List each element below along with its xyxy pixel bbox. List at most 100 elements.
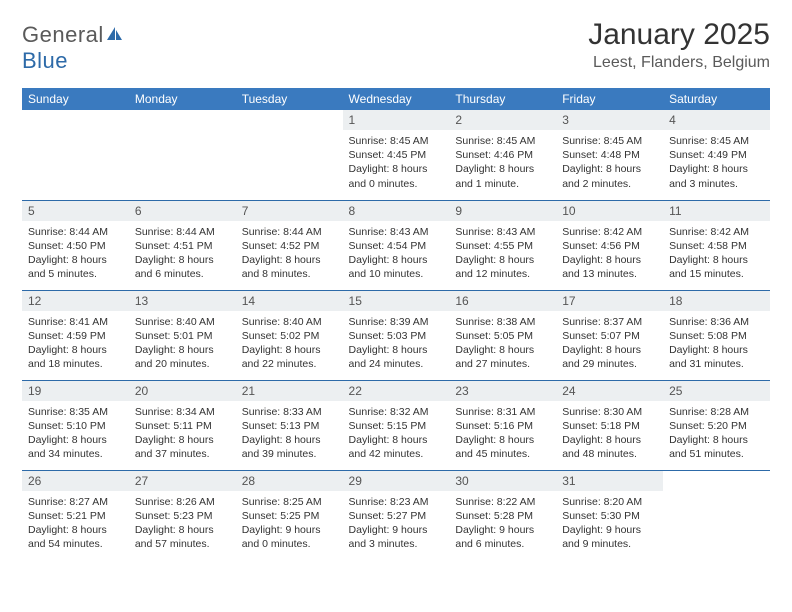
calendar-cell: 14Sunrise: 8:40 AMSunset: 5:02 PMDayligh…	[236, 290, 343, 380]
weekday-header: Wednesday	[343, 88, 450, 110]
calendar-table: SundayMondayTuesdayWednesdayThursdayFrid…	[22, 88, 770, 560]
weekday-header: Saturday	[663, 88, 770, 110]
calendar-cell: 17Sunrise: 8:37 AMSunset: 5:07 PMDayligh…	[556, 290, 663, 380]
logo-text-general: General	[22, 22, 104, 47]
day-content: Sunrise: 8:23 AMSunset: 5:27 PMDaylight:…	[343, 491, 450, 558]
day-content: Sunrise: 8:45 AMSunset: 4:48 PMDaylight:…	[556, 130, 663, 197]
calendar-cell: 20Sunrise: 8:34 AMSunset: 5:11 PMDayligh…	[129, 380, 236, 470]
calendar-cell-empty	[236, 110, 343, 200]
location: Leest, Flanders, Belgium	[588, 54, 770, 72]
month-title: January 2025	[588, 18, 770, 52]
day-content: Sunrise: 8:28 AMSunset: 5:20 PMDaylight:…	[663, 401, 770, 468]
day-number: 26	[22, 471, 129, 491]
header: GeneralBlue January 2025 Leest, Flanders…	[22, 18, 770, 74]
day-content: Sunrise: 8:39 AMSunset: 5:03 PMDaylight:…	[343, 311, 450, 378]
calendar-cell: 16Sunrise: 8:38 AMSunset: 5:05 PMDayligh…	[449, 290, 556, 380]
calendar-cell: 6Sunrise: 8:44 AMSunset: 4:51 PMDaylight…	[129, 200, 236, 290]
calendar-cell: 30Sunrise: 8:22 AMSunset: 5:28 PMDayligh…	[449, 470, 556, 560]
day-number: 14	[236, 291, 343, 311]
day-number: 15	[343, 291, 450, 311]
calendar-cell: 5Sunrise: 8:44 AMSunset: 4:50 PMDaylight…	[22, 200, 129, 290]
calendar-cell: 22Sunrise: 8:32 AMSunset: 5:15 PMDayligh…	[343, 380, 450, 470]
calendar-cell: 8Sunrise: 8:43 AMSunset: 4:54 PMDaylight…	[343, 200, 450, 290]
day-number: 3	[556, 110, 663, 130]
day-number: 28	[236, 471, 343, 491]
logo-text-blue: Blue	[22, 48, 68, 73]
calendar-cell: 15Sunrise: 8:39 AMSunset: 5:03 PMDayligh…	[343, 290, 450, 380]
day-content: Sunrise: 8:42 AMSunset: 4:56 PMDaylight:…	[556, 221, 663, 288]
day-number: 2	[449, 110, 556, 130]
calendar-cell: 4Sunrise: 8:45 AMSunset: 4:49 PMDaylight…	[663, 110, 770, 200]
title-block: January 2025 Leest, Flanders, Belgium	[588, 18, 770, 72]
day-content: Sunrise: 8:38 AMSunset: 5:05 PMDaylight:…	[449, 311, 556, 378]
day-number: 31	[556, 471, 663, 491]
day-number: 25	[663, 381, 770, 401]
calendar-cell: 3Sunrise: 8:45 AMSunset: 4:48 PMDaylight…	[556, 110, 663, 200]
calendar-row: 26Sunrise: 8:27 AMSunset: 5:21 PMDayligh…	[22, 470, 770, 560]
day-number: 13	[129, 291, 236, 311]
day-number: 12	[22, 291, 129, 311]
weekday-header: Monday	[129, 88, 236, 110]
day-number: 8	[343, 201, 450, 221]
weekday-header: Sunday	[22, 88, 129, 110]
day-number: 19	[22, 381, 129, 401]
calendar-row: 19Sunrise: 8:35 AMSunset: 5:10 PMDayligh…	[22, 380, 770, 470]
day-number: 10	[556, 201, 663, 221]
day-number: 6	[129, 201, 236, 221]
day-content: Sunrise: 8:44 AMSunset: 4:50 PMDaylight:…	[22, 221, 129, 288]
day-content: Sunrise: 8:32 AMSunset: 5:15 PMDaylight:…	[343, 401, 450, 468]
weekday-header: Tuesday	[236, 88, 343, 110]
calendar-header-row: SundayMondayTuesdayWednesdayThursdayFrid…	[22, 88, 770, 110]
calendar-cell: 21Sunrise: 8:33 AMSunset: 5:13 PMDayligh…	[236, 380, 343, 470]
day-content: Sunrise: 8:37 AMSunset: 5:07 PMDaylight:…	[556, 311, 663, 378]
calendar-row: 12Sunrise: 8:41 AMSunset: 4:59 PMDayligh…	[22, 290, 770, 380]
calendar-cell: 12Sunrise: 8:41 AMSunset: 4:59 PMDayligh…	[22, 290, 129, 380]
day-content: Sunrise: 8:35 AMSunset: 5:10 PMDaylight:…	[22, 401, 129, 468]
day-content: Sunrise: 8:27 AMSunset: 5:21 PMDaylight:…	[22, 491, 129, 558]
calendar-cell: 13Sunrise: 8:40 AMSunset: 5:01 PMDayligh…	[129, 290, 236, 380]
calendar-cell: 28Sunrise: 8:25 AMSunset: 5:25 PMDayligh…	[236, 470, 343, 560]
day-content: Sunrise: 8:44 AMSunset: 4:52 PMDaylight:…	[236, 221, 343, 288]
day-content: Sunrise: 8:45 AMSunset: 4:46 PMDaylight:…	[449, 130, 556, 197]
day-number: 11	[663, 201, 770, 221]
day-number: 5	[22, 201, 129, 221]
day-number: 27	[129, 471, 236, 491]
calendar-cell: 11Sunrise: 8:42 AMSunset: 4:58 PMDayligh…	[663, 200, 770, 290]
day-content: Sunrise: 8:33 AMSunset: 5:13 PMDaylight:…	[236, 401, 343, 468]
calendar-cell: 1Sunrise: 8:45 AMSunset: 4:45 PMDaylight…	[343, 110, 450, 200]
calendar-cell: 31Sunrise: 8:20 AMSunset: 5:30 PMDayligh…	[556, 470, 663, 560]
day-number: 20	[129, 381, 236, 401]
logo: GeneralBlue	[22, 22, 124, 74]
calendar-cell: 29Sunrise: 8:23 AMSunset: 5:27 PMDayligh…	[343, 470, 450, 560]
day-number: 9	[449, 201, 556, 221]
calendar-cell: 18Sunrise: 8:36 AMSunset: 5:08 PMDayligh…	[663, 290, 770, 380]
day-number: 1	[343, 110, 450, 130]
calendar-cell: 19Sunrise: 8:35 AMSunset: 5:10 PMDayligh…	[22, 380, 129, 470]
day-content: Sunrise: 8:43 AMSunset: 4:54 PMDaylight:…	[343, 221, 450, 288]
day-number: 4	[663, 110, 770, 130]
calendar-cell: 9Sunrise: 8:43 AMSunset: 4:55 PMDaylight…	[449, 200, 556, 290]
day-number: 7	[236, 201, 343, 221]
calendar-row: 1Sunrise: 8:45 AMSunset: 4:45 PMDaylight…	[22, 110, 770, 200]
day-content: Sunrise: 8:25 AMSunset: 5:25 PMDaylight:…	[236, 491, 343, 558]
day-number: 18	[663, 291, 770, 311]
day-number: 21	[236, 381, 343, 401]
calendar-cell: 25Sunrise: 8:28 AMSunset: 5:20 PMDayligh…	[663, 380, 770, 470]
day-content: Sunrise: 8:40 AMSunset: 5:02 PMDaylight:…	[236, 311, 343, 378]
day-content: Sunrise: 8:42 AMSunset: 4:58 PMDaylight:…	[663, 221, 770, 288]
weekday-header: Thursday	[449, 88, 556, 110]
weekday-header: Friday	[556, 88, 663, 110]
day-content: Sunrise: 8:40 AMSunset: 5:01 PMDaylight:…	[129, 311, 236, 378]
calendar-body: 1Sunrise: 8:45 AMSunset: 4:45 PMDaylight…	[22, 110, 770, 560]
day-number: 24	[556, 381, 663, 401]
day-number: 17	[556, 291, 663, 311]
calendar-cell: 26Sunrise: 8:27 AMSunset: 5:21 PMDayligh…	[22, 470, 129, 560]
day-content: Sunrise: 8:45 AMSunset: 4:49 PMDaylight:…	[663, 130, 770, 197]
calendar-cell: 27Sunrise: 8:26 AMSunset: 5:23 PMDayligh…	[129, 470, 236, 560]
day-number: 30	[449, 471, 556, 491]
day-content: Sunrise: 8:22 AMSunset: 5:28 PMDaylight:…	[449, 491, 556, 558]
calendar-cell: 24Sunrise: 8:30 AMSunset: 5:18 PMDayligh…	[556, 380, 663, 470]
logo-sail-icon	[106, 22, 124, 48]
day-content: Sunrise: 8:43 AMSunset: 4:55 PMDaylight:…	[449, 221, 556, 288]
day-number: 29	[343, 471, 450, 491]
